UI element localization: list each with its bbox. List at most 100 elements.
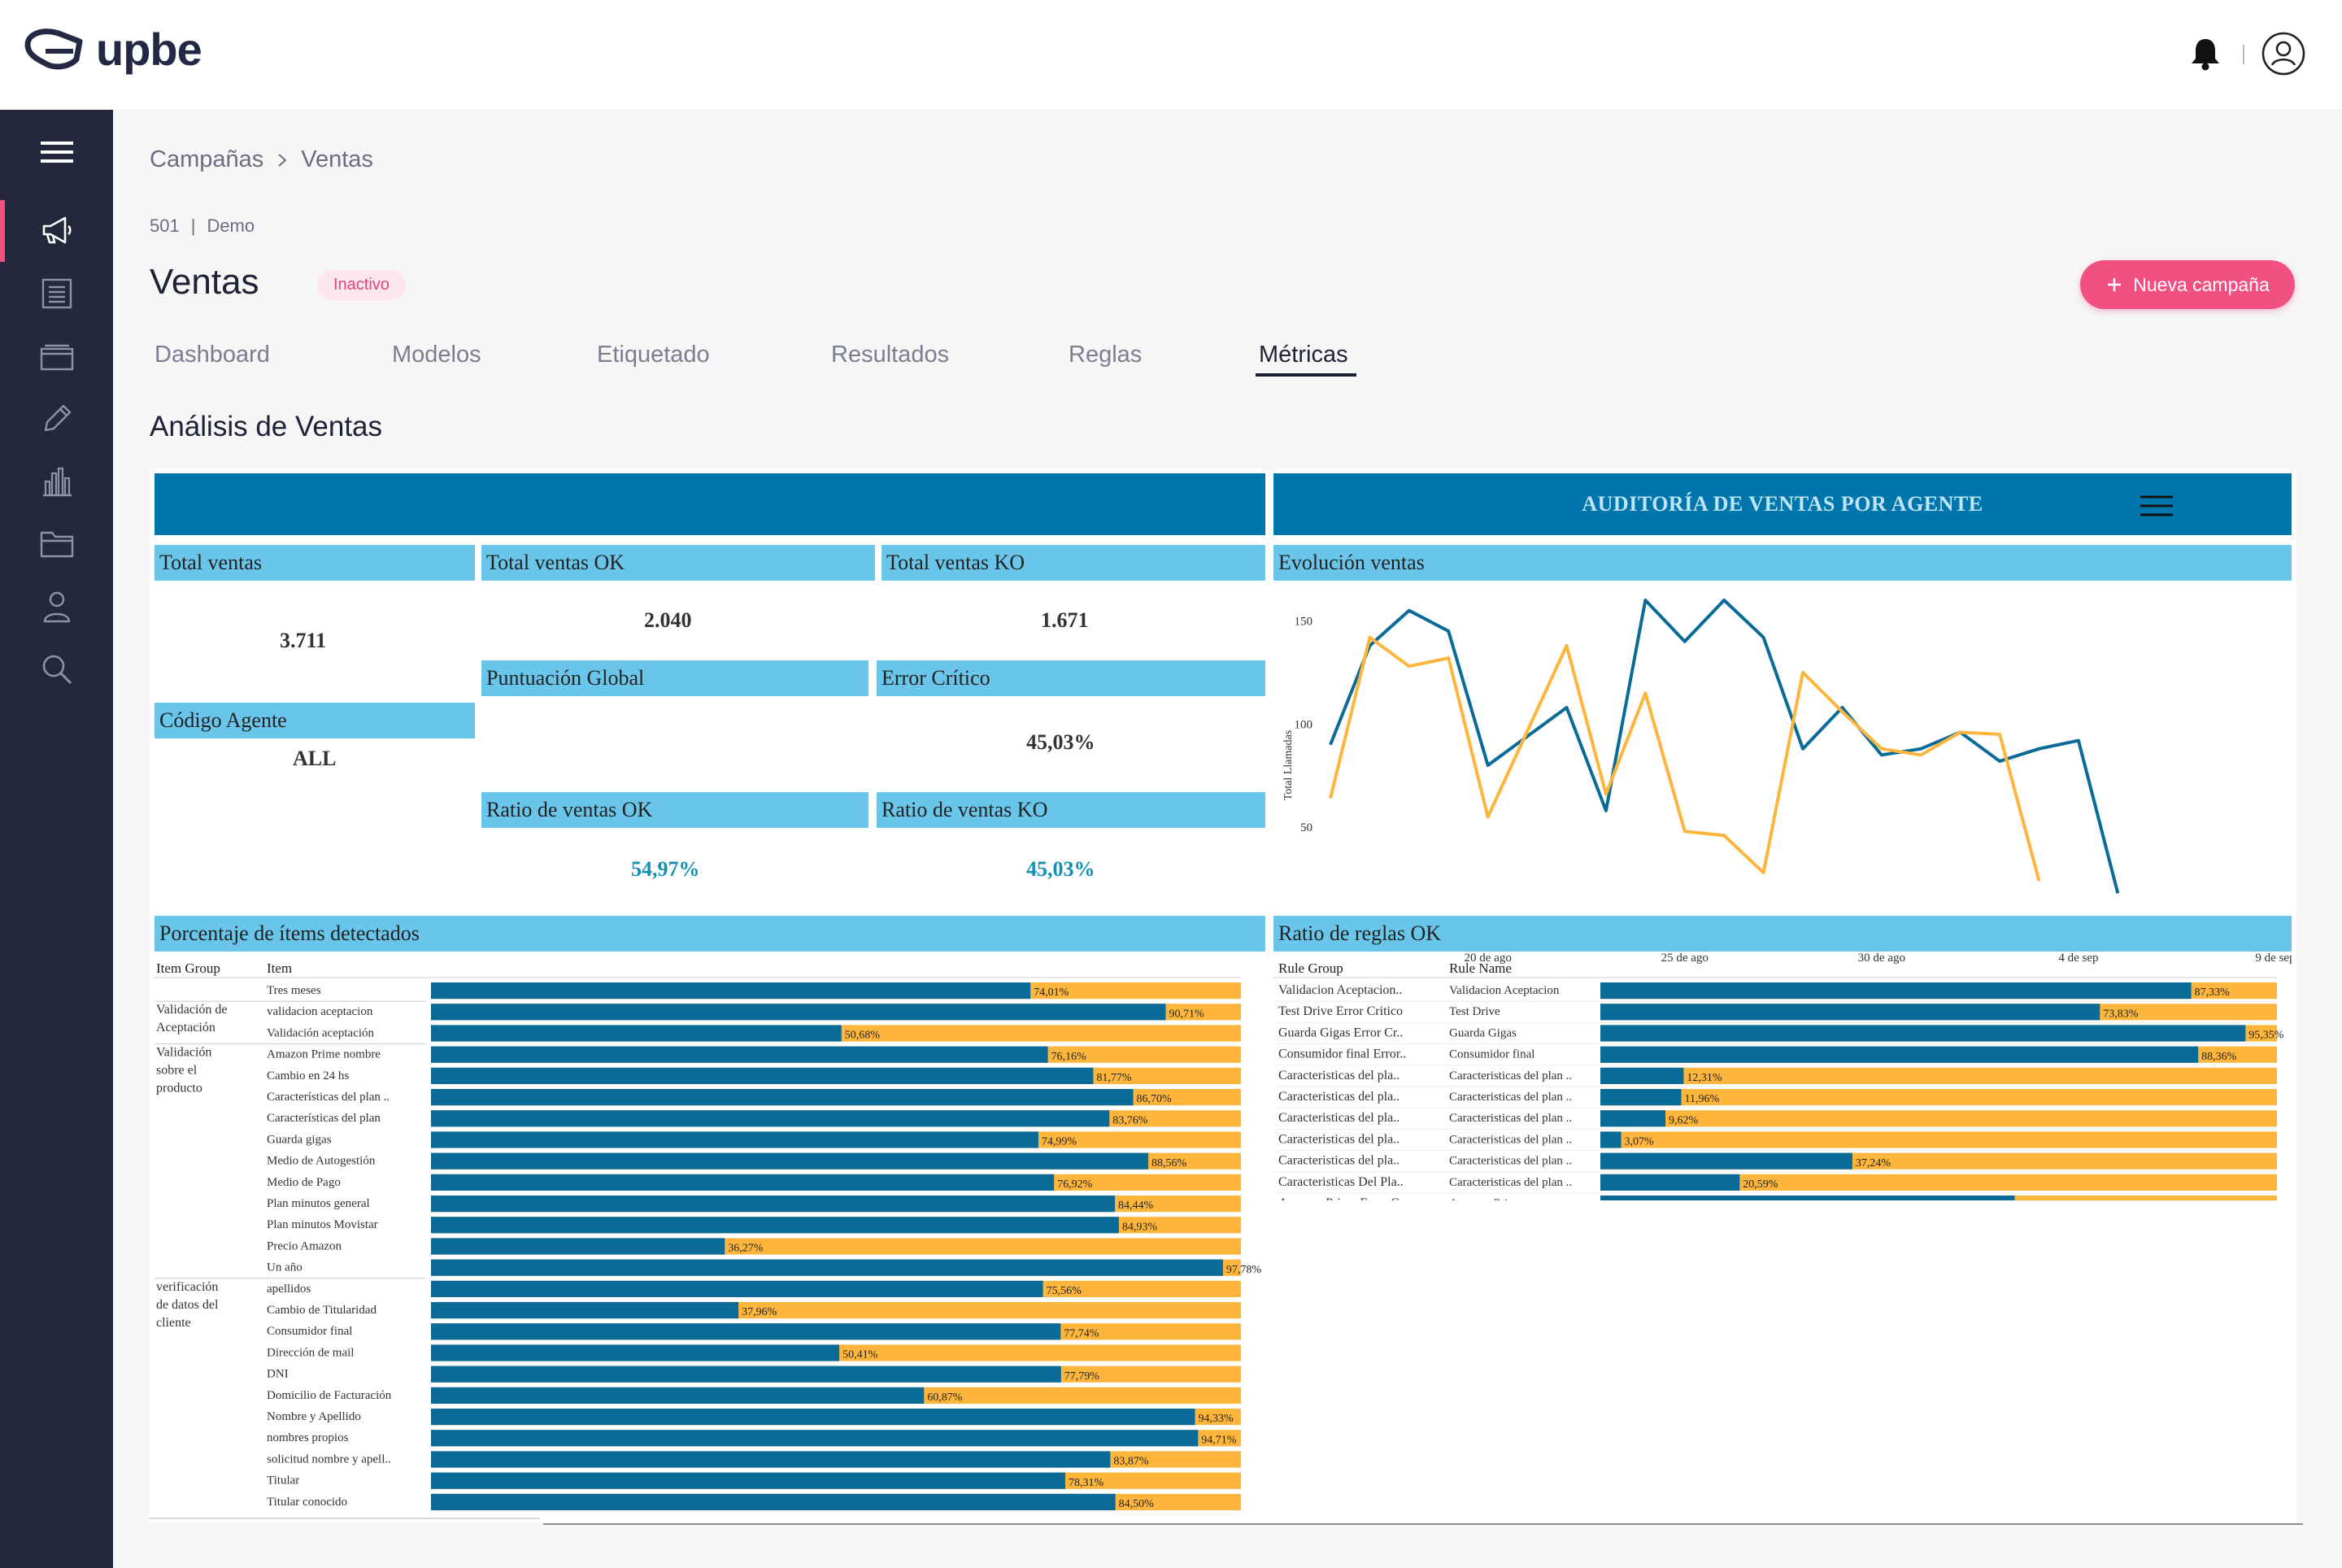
bar-data-label: 78,31% xyxy=(1069,1477,1104,1489)
plus-icon xyxy=(2108,278,2122,291)
row-item-label: Caracteristicas del plan .. xyxy=(1449,1133,1572,1146)
row-item-label: Caracteristicas del plan .. xyxy=(1449,1091,1572,1104)
tab-resultados[interactable]: Resultados xyxy=(831,342,950,368)
bar-value xyxy=(431,1472,1065,1489)
row-item-label: Tres meses xyxy=(267,984,321,997)
logo-icon xyxy=(24,28,83,69)
tab-reglas[interactable]: Reglas xyxy=(1069,342,1143,368)
error-critico-header: Error Crítico xyxy=(877,660,1265,696)
bar-value xyxy=(431,1451,1111,1468)
notifications-button[interactable] xyxy=(2189,36,2222,76)
row-item-label: Consumidor final xyxy=(267,1325,352,1338)
sidebar-item-campaigns[interactable] xyxy=(0,208,113,254)
row-item-label: Plan minutos Movistar xyxy=(267,1218,378,1231)
row-item-label: Titular xyxy=(267,1474,299,1487)
bar-data-label: 75,56% xyxy=(1047,1285,1082,1297)
total-ko-value: 1.671 xyxy=(1041,608,1089,632)
audit-title: AUDITORÍA DE VENTAS POR AGENTE xyxy=(1582,492,1983,516)
codigo-agente-value[interactable]: ALL xyxy=(293,747,337,770)
hamburger-icon[interactable] xyxy=(2140,494,2173,517)
row-item-label: Domicilio de Facturación xyxy=(267,1389,392,1402)
bar-data-label: 37,96% xyxy=(742,1306,777,1318)
sidebar-item-users[interactable] xyxy=(0,584,113,629)
row-group-label: Caracteristicas del pla.. xyxy=(1278,1069,1400,1082)
row-item-label: apellidos xyxy=(267,1283,311,1296)
sidebar-item-stack[interactable] xyxy=(0,334,113,380)
codigo-agente-header: Código Agente xyxy=(155,703,475,738)
row-item-label: Validacion Aceptacion xyxy=(1449,984,1560,997)
y-axis-label: Total Llamadas xyxy=(1282,730,1295,801)
total-ok-value: 2.040 xyxy=(644,608,692,632)
bar-data-label: 76,16% xyxy=(1051,1051,1087,1063)
total-ventas-header: Total ventas xyxy=(155,545,475,581)
bar-data-label: 86,70% xyxy=(1137,1093,1173,1105)
campaign-id: 501 xyxy=(150,216,180,236)
bar-data-label: 84,44% xyxy=(1118,1200,1154,1212)
bar-data-label: 74,01% xyxy=(1034,987,1069,999)
row-item-label: DNI xyxy=(267,1368,289,1381)
bar-value xyxy=(431,1387,925,1404)
row-item-label: Un año xyxy=(267,1261,303,1274)
search-icon xyxy=(42,655,72,685)
x-tick-label: 20 de ago xyxy=(1465,952,1512,965)
row-item-label: Cambio en 24 hs xyxy=(267,1069,349,1082)
row-item-label: Caracteristicas del plan .. xyxy=(1449,1176,1572,1189)
row-group-label: Consumidor final Error.. xyxy=(1278,1048,1406,1061)
sidebar-menu-toggle[interactable] xyxy=(0,129,113,175)
bar-data-label: 77,79% xyxy=(1064,1370,1100,1383)
tab-modelos[interactable]: Modelos xyxy=(392,342,481,368)
column-header: Rule Name xyxy=(1449,960,1512,976)
top-bar: upbe xyxy=(0,0,2342,110)
column-header: Item Group xyxy=(156,960,220,976)
bar-value xyxy=(431,1323,1061,1340)
breadcrumb: Campañas Ventas xyxy=(150,146,373,173)
user-menu-button[interactable] xyxy=(2261,31,2306,81)
bar-data-label: 50,68% xyxy=(845,1030,881,1042)
bar-value xyxy=(1600,982,2192,1000)
bar-value xyxy=(431,1174,1055,1191)
row-item-label: Amazon Prime xyxy=(1449,1197,1523,1200)
sidebar-item-files[interactable] xyxy=(0,521,113,567)
tab-etiquetado[interactable]: Etiquetado xyxy=(597,342,710,368)
logo[interactable]: upbe xyxy=(23,23,202,76)
x-tick-label: 25 de ago xyxy=(1661,952,1709,965)
row-item-label: Medio de Autogestión xyxy=(267,1155,376,1168)
megaphone-icon xyxy=(42,216,72,244)
total-ok-header: Total ventas OK xyxy=(481,545,875,581)
bar-data-label: 77,74% xyxy=(1064,1327,1099,1339)
row-item-label: Guarda Gigas xyxy=(1449,1026,1517,1039)
breadcrumb-root[interactable]: Campañas xyxy=(150,146,264,172)
sidebar-item-reports[interactable] xyxy=(0,459,113,504)
logo-text: upbe xyxy=(96,24,202,75)
hamburger-icon xyxy=(40,142,73,163)
row-group-label: Amazon Prime Error C.. xyxy=(1278,1196,1406,1200)
pencil-icon xyxy=(44,404,71,432)
bar-value xyxy=(1600,1067,1684,1084)
rules-bar-table: Rule Group Rule Name Validacion Aceptacion… xyxy=(1273,960,2284,1200)
bar-value xyxy=(1600,1089,1682,1106)
bar-value xyxy=(431,1430,1199,1447)
new-campaign-button[interactable]: Nueva campaña xyxy=(2080,260,2295,309)
bar-data-label: 97,78% xyxy=(1226,1264,1262,1276)
tab-metricas[interactable]: Métricas xyxy=(1259,342,1348,368)
bar-value xyxy=(1600,1131,1622,1148)
bar-value xyxy=(1600,1174,1740,1191)
row-item-label: Nombre y Apellido xyxy=(267,1410,361,1423)
bar-data-label: 60,87% xyxy=(927,1392,963,1404)
tab-dashboard[interactable]: Dashboard xyxy=(155,342,270,368)
divider-line xyxy=(150,1518,540,1519)
sidebar-item-search[interactable] xyxy=(0,647,113,692)
sidebar-item-edit[interactable] xyxy=(0,396,113,442)
bar-data-label: 73,83% xyxy=(2103,1008,2139,1020)
bar-data-label: 94,33% xyxy=(1199,1413,1234,1425)
row-group-label: Validacion Aceptacion.. xyxy=(1278,983,1402,997)
bar-value xyxy=(431,1067,1094,1084)
row-item-label: Guarda gigas xyxy=(267,1133,332,1146)
bar-value xyxy=(1600,1196,2015,1200)
series-line-2 xyxy=(1329,635,2041,882)
evolucion-header: Evolución ventas xyxy=(1273,545,2292,581)
column-header: Rule Group xyxy=(1278,960,1343,976)
bar-value xyxy=(431,1046,1048,1063)
sidebar-item-list[interactable] xyxy=(0,271,113,316)
row-item-label: Características del plan xyxy=(267,1112,381,1125)
